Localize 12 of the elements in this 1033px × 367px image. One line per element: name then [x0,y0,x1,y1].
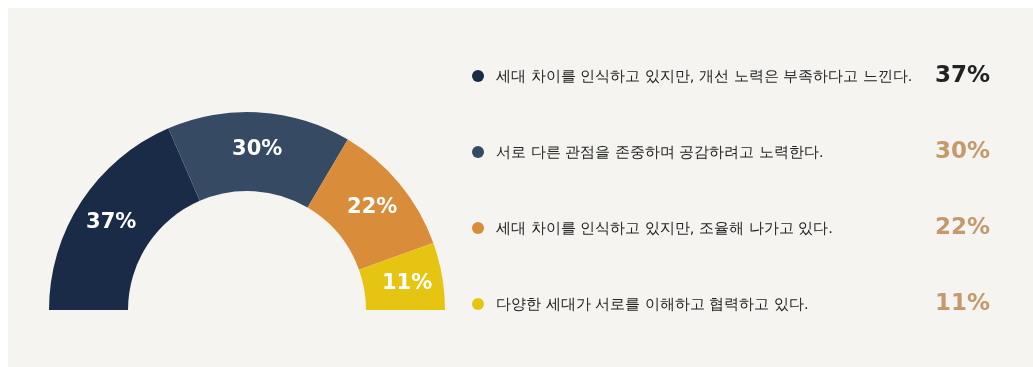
data-label: 37% [86,208,137,233]
data-label: 11% [381,270,433,295]
legend-label: 다양한 세대가 서로를 이해하고 협력하고 있다. [496,296,809,312]
text: 11% [934,289,990,315]
data-label: 30% [232,135,283,160]
legend-label: 세대 차이를 인식하고 있지만, 개선 노력은 부족하다고 느낀다. [496,68,913,84]
text: 30% [934,137,990,163]
legend-label: 서로 다른 관점을 존중하며 공감하려고 노력한다. [496,144,824,160]
text: 37% [934,61,990,87]
data-label: 22% [347,194,398,219]
legend-label: 세대 차이를 인식하고 있지만, 조율해 나가고 있다. [496,220,833,236]
text: 22% [934,213,990,239]
